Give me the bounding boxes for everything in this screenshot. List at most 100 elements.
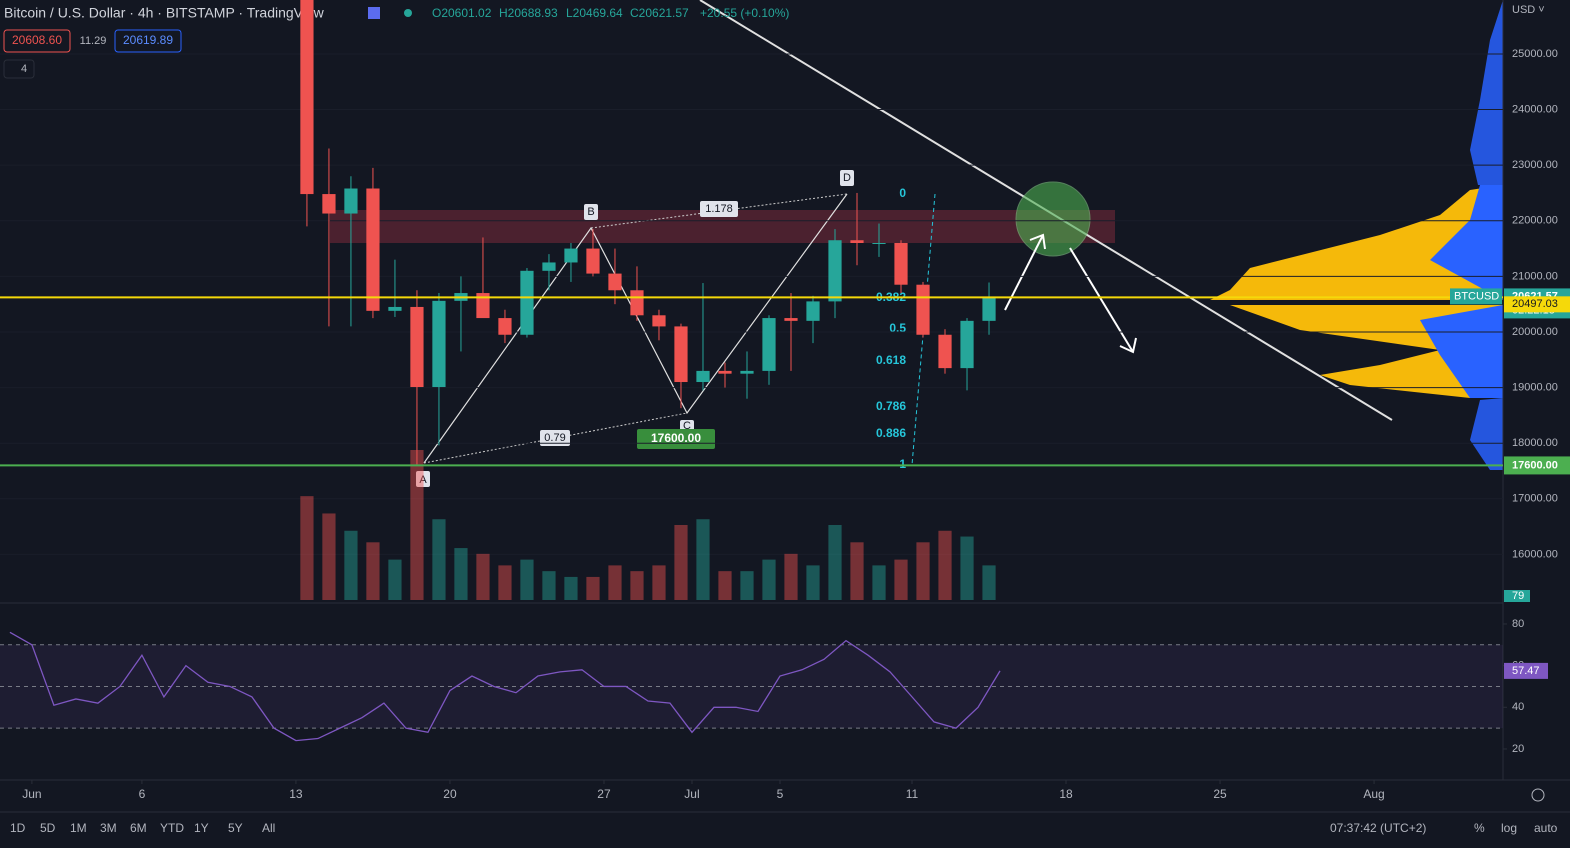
candle-body	[388, 306, 402, 311]
candle-body	[542, 262, 556, 271]
level-tag: 17600.00	[651, 431, 701, 445]
low: L20469.64	[566, 6, 623, 20]
y-tick-label: 17000.00	[1512, 493, 1558, 505]
range-button[interactable]: YTD	[160, 821, 184, 835]
y-tick-label: 18000.00	[1512, 437, 1558, 449]
candle-body	[696, 370, 710, 383]
fib-label: 0.886	[876, 426, 906, 440]
x-tick-label: 27	[597, 787, 611, 801]
volume-bar	[652, 565, 666, 600]
arrow-head	[1029, 233, 1046, 250]
volume-bar	[828, 525, 842, 600]
candle-body	[410, 306, 424, 388]
close: C20621.57	[630, 6, 689, 20]
volume-bar	[982, 565, 996, 600]
volume-bar	[894, 559, 908, 600]
percent-toggle[interactable]: %	[1474, 821, 1485, 835]
candle-body	[300, 0, 314, 195]
candle-body	[762, 318, 776, 371]
level-label: 17600.00	[1512, 459, 1558, 471]
symbol-box	[1450, 288, 1502, 305]
candle-body	[520, 270, 534, 335]
volume-bar	[300, 496, 314, 600]
point-label: C	[683, 420, 691, 432]
candle-body	[344, 188, 358, 214]
auto-toggle[interactable]: auto	[1534, 821, 1558, 835]
ratio-label: 0.79	[544, 432, 565, 444]
y-tick-label: 80	[1512, 618, 1524, 630]
label-box	[584, 204, 598, 220]
y-tick-label: 24000.00	[1512, 103, 1558, 115]
x-tick-label: 6	[139, 787, 146, 801]
volume-profile	[1430, 185, 1503, 300]
x-tick-label: 13	[289, 787, 303, 801]
indicators-count: 4	[21, 63, 27, 75]
range-button[interactable]: 3M	[100, 821, 117, 835]
range-button[interactable]: 1Y	[194, 821, 209, 835]
volume-bar	[564, 576, 578, 600]
volume-bar	[630, 571, 644, 600]
range-button[interactable]: 1D	[10, 821, 26, 835]
volume-bar	[916, 542, 930, 600]
volume-bar	[520, 559, 534, 600]
volume-bar	[432, 519, 446, 600]
settings-icon[interactable]	[1531, 788, 1545, 802]
candle-body	[322, 194, 336, 214]
log-toggle[interactable]: log	[1501, 821, 1517, 835]
candle-body	[872, 243, 886, 245]
x-tick-label: Jun	[22, 787, 41, 801]
candle-body	[960, 320, 974, 369]
indicators-toggle[interactable]	[3, 59, 35, 79]
rsi-label: 57.47	[1512, 665, 1540, 677]
currency[interactable]: USD ˅	[1512, 4, 1545, 16]
y-tick-label: 19000.00	[1512, 381, 1558, 393]
candle-body	[894, 243, 908, 285]
range-button[interactable]: 5D	[40, 821, 56, 835]
candle-body	[476, 293, 490, 319]
label-box	[416, 471, 430, 487]
ratio-box	[540, 430, 570, 446]
volume-bar	[498, 565, 512, 600]
y-tick-label: 22000.00	[1512, 215, 1558, 227]
volume-label: 79	[1512, 590, 1524, 602]
y-tick-label: 40	[1512, 701, 1524, 713]
buy-button[interactable]	[114, 29, 182, 53]
candle-body	[740, 370, 754, 374]
x-tick-label: 18	[1059, 787, 1073, 801]
y-tick-label: 25000.00	[1512, 48, 1558, 60]
range-button[interactable]: 5Y	[228, 821, 243, 835]
volume-bar	[872, 565, 886, 600]
poc-label: 20497.03	[1512, 298, 1558, 310]
flag-icon[interactable]	[368, 7, 380, 19]
arrow	[1069, 247, 1134, 353]
level-box	[1504, 456, 1570, 475]
y-tick-label: 20	[1512, 743, 1524, 755]
candle-body	[850, 240, 864, 244]
volume-bar	[850, 542, 864, 600]
volume-bar	[608, 565, 622, 600]
volume-bar	[674, 525, 688, 600]
volume-bar	[740, 571, 754, 600]
volume-bar	[784, 553, 798, 600]
candle-body	[982, 297, 996, 321]
range-button[interactable]: 6M	[130, 821, 147, 835]
rsi-box	[1504, 662, 1548, 679]
range-button[interactable]: All	[262, 821, 275, 835]
candle-body	[916, 284, 930, 335]
candle-body	[718, 370, 732, 374]
poc-box	[1504, 296, 1570, 313]
high: H20688.93	[499, 6, 558, 20]
xabcd-pattern	[423, 193, 848, 464]
volume-bar	[718, 571, 732, 600]
x-tick-label: 25	[1213, 787, 1227, 801]
clock: 07:37:42 (UTC+2)	[1330, 821, 1426, 835]
range-button[interactable]: 1M	[70, 821, 87, 835]
symbol-label: BTCUSD	[1454, 290, 1499, 302]
sell-button[interactable]	[3, 29, 71, 53]
status-dot	[404, 9, 412, 17]
candle-body	[432, 300, 446, 388]
x-tick-label: 20	[443, 787, 457, 801]
